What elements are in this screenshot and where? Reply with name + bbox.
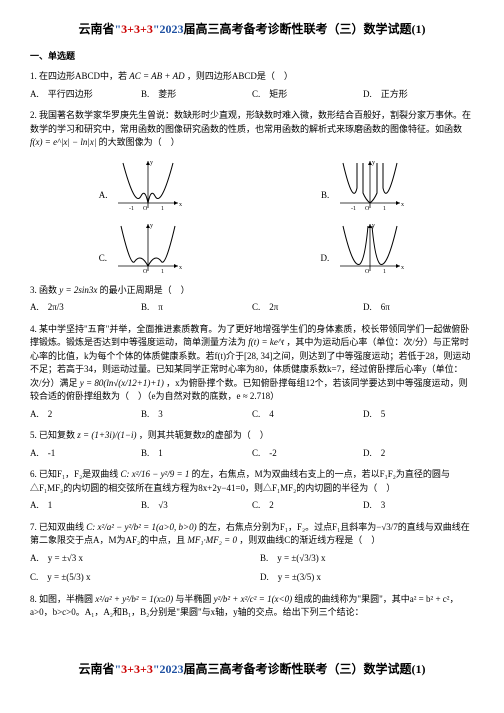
q1-formula: AC = AB + AD	[129, 71, 184, 81]
q2-stem2: 的大致图像为（ ）	[99, 137, 180, 147]
q6-opt-b: B. √3	[141, 499, 252, 513]
section-label: 一、单选题	[30, 49, 474, 62]
graph-c: x y O 1	[113, 221, 183, 276]
q6-opt-c: C. 2	[252, 499, 363, 513]
q7-stem: 7. 已知双曲线	[30, 522, 84, 532]
q7-opt-a: A. y = ±√3 x	[30, 552, 244, 566]
q8-stem2: 与半椭圆	[175, 594, 211, 604]
q5-opt-b: B. 1	[141, 447, 252, 461]
q5-stem2: ，则其共轭复数z̄的虚部为（ ）	[139, 430, 269, 440]
q2-label-d: D.	[320, 252, 329, 266]
q5-opt-a: A. -1	[30, 447, 141, 461]
svg-text:O: O	[143, 206, 148, 212]
q8-formula2: y²/b² + x²/c² = 1(x<0)	[214, 594, 293, 604]
q4-opt-b: B. 3	[141, 408, 252, 422]
q5-formula: z = (1+3i)/(1−i)	[77, 430, 136, 440]
q4-opt-d: D. 5	[363, 408, 474, 422]
q7-opt-d: D. y = ±(3/5) x	[260, 571, 474, 585]
q4-formula2: y = 80(ln√(x/12+1)+1)	[80, 378, 164, 388]
q7-formula: C: x²/a² − y²/b² = 1(a>0, b>0)	[86, 522, 196, 532]
svg-text:1: 1	[161, 269, 164, 275]
footer-rest: 届高三高考备考诊断性联考（三）数学试题(1)	[184, 662, 426, 676]
q2-label-a: A.	[99, 189, 108, 203]
footer-title: 云南省"3+3+3"2023届高三高考备考诊断性联考（三）数学试题(1)	[30, 660, 474, 677]
title-prefix: 云南省	[78, 22, 114, 36]
q6-opt-a: A. 1	[30, 499, 141, 513]
q6-stem: 6. 已知F₁，F₂是双曲线	[30, 469, 118, 479]
graph-d: x y O 1	[335, 221, 405, 276]
q7-opt-c: C. y = ±(5/3) x	[30, 571, 244, 585]
question-2: 2. 我国著名数学家华罗庚先生曾说：数缺形时少直观，形缺数时难入微，数形结合百般…	[30, 109, 474, 276]
q1-opt-c: C. 矩形	[252, 88, 363, 102]
svg-text:x: x	[179, 265, 182, 271]
title-year: 2023	[160, 22, 184, 36]
q3-opt-d: D. 6π	[363, 301, 474, 315]
q7-stem3: ，则双曲线C的渐近线方程是（ ）	[239, 535, 380, 545]
svg-text:1: 1	[161, 206, 164, 212]
graph-b: x y O -1 1	[335, 158, 405, 213]
svg-text:1: 1	[383, 206, 386, 212]
question-1: 1. 在四边形ABCD中，若 AC = AB + AD ，则四边形ABCD是（ …	[30, 70, 474, 101]
svg-text:x: x	[401, 265, 404, 271]
q1-opt-d: D. 正方形	[363, 88, 474, 102]
q5-opt-c: C. -2	[252, 447, 363, 461]
q3-opt-b: B. π	[141, 301, 252, 315]
q3-opt-a: A. 2π/3	[30, 301, 141, 315]
footer-prefix: 云南省	[78, 662, 114, 676]
q1-opt-a: A. 平行四边形	[30, 88, 141, 102]
title-rest: 届高三高考备考诊断性联考（三）数学试题(1)	[184, 22, 426, 36]
q7-opt-b: B. y = ±(√3/3) x	[260, 552, 474, 566]
svg-text:x: x	[179, 202, 182, 208]
q6-opt-d: D. 3	[363, 499, 474, 513]
quote: "	[153, 22, 160, 36]
q4-opt-c: C. 4	[252, 408, 363, 422]
question-6: 6. 已知F₁，F₂是双曲线 C: x²/16 − y²/9 = 1 的左，右焦…	[30, 468, 474, 513]
q3-opt-c: C. 2π	[252, 301, 363, 315]
footer-quote: "	[153, 662, 160, 676]
svg-text:1: 1	[383, 269, 386, 275]
q8-formula1: x²/a² + y²/b² = 1(x≥0)	[95, 594, 173, 604]
graph-a: x y O -1 1	[113, 158, 183, 213]
q5-opt-d: D. 2	[363, 447, 474, 461]
svg-text:y: y	[150, 223, 153, 229]
q5-stem: 5. 已知复数	[30, 430, 75, 440]
svg-text:-1: -1	[351, 206, 356, 212]
q4-formula: f(t) = ke^t	[248, 337, 284, 347]
q7-formula2: MF₁·MF₂ = 0	[187, 535, 237, 545]
svg-text:x: x	[401, 202, 404, 208]
q1-opt-b: B. 菱形	[141, 88, 252, 102]
question-8: 8. 如图，半椭圆 x²/a² + y²/b² = 1(x≥0) 与半椭圆 y²…	[30, 593, 474, 620]
q3-formula: y = 2sin3x	[59, 285, 97, 295]
q2-label-c: C.	[99, 252, 107, 266]
q1-stem: 1. 在四边形ABCD中，若	[30, 71, 127, 81]
q3-stem2: 的最小正周期是（ ）	[100, 285, 190, 295]
svg-text:O: O	[365, 206, 370, 212]
q2-label-b: B.	[321, 189, 329, 203]
question-7: 7. 已知双曲线 C: x²/a² − y²/b² = 1(a>0, b>0) …	[30, 521, 474, 585]
svg-text:y: y	[150, 160, 153, 166]
q3-stem: 3. 函数	[30, 285, 57, 295]
q2-stem: 2. 我国著名数学家华罗庚先生曾说：数缺形时少直观，形缺数时难入微，数形结合百般…	[30, 110, 471, 134]
q6-formula: C: x²/16 − y²/9 = 1	[121, 469, 190, 479]
question-4: 4. 某中学坚持"五育"并举，全面推进素质教育。为了更好地增强学生们的身体素质，…	[30, 323, 474, 422]
q4-opt-a: A. 2	[30, 408, 141, 422]
question-5: 5. 已知复数 z = (1+3i)/(1−i) ，则其共轭复数z̄的虚部为（ …	[30, 429, 474, 460]
footer-year: 2023	[160, 662, 184, 676]
svg-text:y: y	[372, 160, 375, 166]
q8-stem: 8. 如图，半椭圆	[30, 594, 93, 604]
q2-formula: f(x) = e^|x| − ln|x|	[30, 137, 96, 147]
svg-text:O: O	[365, 269, 370, 275]
question-3: 3. 函数 y = 2sin3x 的最小正周期是（ ） A. 2π/3 B. π…	[30, 284, 474, 315]
page-title: 云南省"3+3+3"2023届高三高考备考诊断性联考（三）数学试题(1)	[30, 20, 474, 37]
svg-text:O: O	[143, 269, 148, 275]
q1-stem2: ，则四边形ABCD是（ ）	[187, 71, 293, 81]
footer-red: 3+3+3	[121, 662, 153, 676]
title-red: 3+3+3	[121, 22, 153, 36]
svg-text:-1: -1	[129, 206, 134, 212]
